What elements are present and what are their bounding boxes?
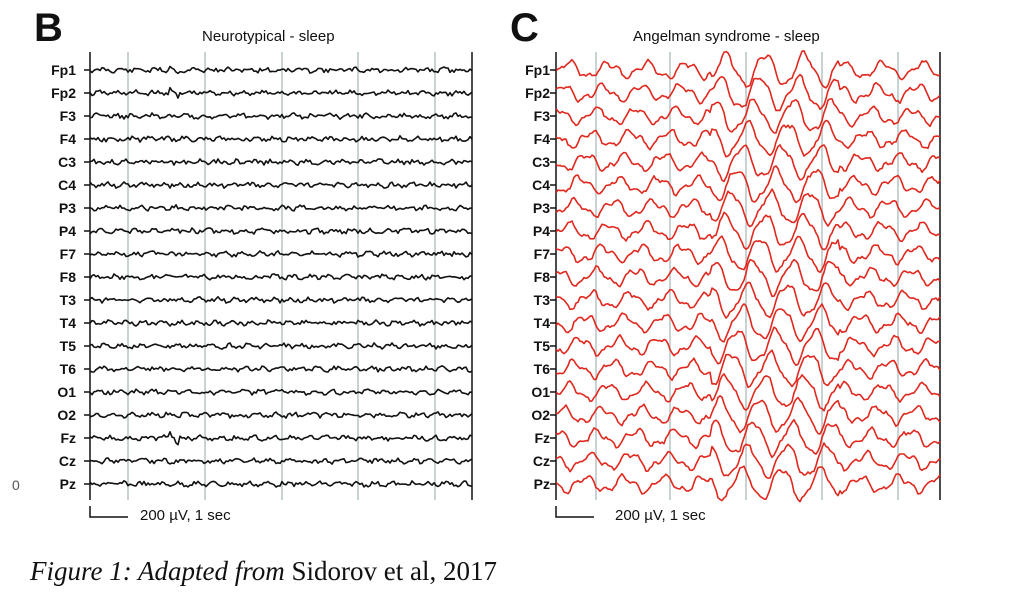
channel-label-c4: C4	[532, 177, 550, 193]
eeg-trace-fz	[555, 418, 941, 459]
channel-label-t5: T5	[59, 338, 76, 354]
eeg-trace-pz	[89, 479, 473, 488]
scale-bar-label: 200 µV, 1 sec	[140, 507, 231, 524]
channel-label-t3: T3	[59, 292, 76, 308]
channel-label-t4: T4	[533, 315, 550, 331]
eeg-trace-o1	[555, 373, 941, 412]
eeg-trace-c3	[89, 158, 473, 166]
eeg-trace-t4	[89, 319, 473, 327]
channel-label-f8: F8	[59, 269, 76, 285]
eeg-trace-t5	[89, 342, 473, 350]
channel-label-f3: F3	[59, 108, 76, 124]
eeg-trace-fp2	[89, 86, 473, 99]
eeg-trace-p3	[555, 188, 941, 228]
channel-label-t6: T6	[533, 361, 550, 377]
channel-label-fp1: Fp1	[525, 62, 550, 78]
channel-label-o2: O2	[531, 407, 550, 423]
channel-label-fz: Fz	[60, 430, 76, 446]
eeg-trace-fp1	[555, 50, 941, 89]
eeg-plot-angelman	[550, 50, 941, 518]
eeg-trace-f7	[89, 250, 473, 258]
channel-label-c4: C4	[58, 177, 76, 193]
channel-label-t4: T4	[59, 315, 76, 331]
eeg-trace-o1	[89, 388, 473, 396]
channel-label-pz: Pz	[59, 476, 76, 492]
eeg-trace-p4	[555, 211, 941, 251]
eeg-trace-f3	[89, 112, 472, 120]
channel-label-p4: P4	[58, 223, 76, 239]
channel-label-cz: Cz	[58, 453, 76, 469]
channel-label-p3: P3	[532, 200, 550, 216]
edge-fragment-text: 0	[12, 477, 20, 493]
eeg-trace-t3	[555, 281, 941, 319]
eeg-trace-fp2	[555, 73, 941, 112]
channel-label-f7: F7	[59, 246, 76, 262]
channel-label-t3: T3	[533, 292, 550, 308]
channel-label-o1: O1	[57, 384, 76, 400]
eeg-trace-f8	[555, 258, 941, 298]
channel-label-fp1: Fp1	[51, 62, 76, 78]
eeg-trace-c4	[89, 181, 473, 189]
eeg-trace-f3	[555, 98, 941, 134]
scale-bar-label: 200 µV, 1 sec	[615, 507, 706, 524]
eeg-trace-cz	[555, 442, 941, 480]
eeg-trace-f8	[89, 273, 473, 281]
caption-italic: Figure 1: Adapted from	[30, 556, 285, 586]
figure-caption: Figure 1: Adapted from Sidorov et al, 20…	[30, 556, 497, 587]
channel-label-f8: F8	[533, 269, 550, 285]
eeg-trace-fz	[89, 430, 473, 446]
channel-label-cz: Cz	[532, 453, 550, 469]
eeg-plot-neurotypical	[84, 52, 473, 518]
channel-label-pz: Pz	[533, 476, 550, 492]
eeg-trace-f7	[555, 235, 941, 274]
panel-title: Angelman syndrome - sleep	[633, 28, 820, 45]
panel-title: Neurotypical - sleep	[202, 28, 335, 45]
eeg-trace-t5	[555, 326, 941, 367]
channel-label-p3: P3	[58, 200, 76, 216]
eeg-trace-t3	[89, 295, 473, 304]
eeg-trace-p3	[89, 204, 473, 212]
eeg-trace-o2	[555, 395, 941, 435]
channel-label-fz: Fz	[534, 430, 550, 446]
channel-label-c3: C3	[58, 154, 76, 170]
eeg-trace-c4	[555, 165, 941, 204]
eeg-trace-pz	[555, 465, 941, 503]
channel-label-f4: F4	[533, 131, 550, 147]
channel-label-f4: F4	[59, 131, 76, 147]
eeg-trace-f4	[89, 135, 473, 143]
panel-c-angelman: C Angelman syndrome - sleep Fp1 Fp2 F3 F4 C3…	[500, 0, 1032, 540]
eeg-trace-f4	[555, 119, 941, 158]
scale-bar	[89, 506, 128, 518]
eeg-trace-p4	[89, 227, 473, 235]
panel-letter: B	[34, 6, 63, 50]
eeg-trace-t6	[89, 365, 473, 373]
eeg-trace-o2	[89, 411, 473, 419]
eeg-trace-cz	[90, 457, 473, 465]
eeg-trace-c3	[555, 144, 941, 183]
channel-label-t6: T6	[59, 361, 76, 377]
channel-label-c3: C3	[532, 154, 550, 170]
scale-bar	[555, 506, 594, 518]
channel-label-f7: F7	[533, 246, 550, 262]
channel-label-o2: O2	[57, 407, 76, 423]
channel-label-o1: O1	[531, 384, 550, 400]
eeg-trace-t4	[555, 303, 941, 343]
channel-label-p4: P4	[532, 223, 550, 239]
panel-b-neurotypical: B Neurotypical - sleep Fp1 Fp2 F3 F4 C3 C4 P3 P…	[0, 0, 500, 540]
channel-label-t5: T5	[533, 338, 550, 354]
eeg-trace-t6	[555, 349, 941, 389]
channel-label-fp2: Fp2	[51, 85, 76, 101]
panel-letter: C	[510, 6, 539, 50]
eeg-trace-fp1	[89, 65, 473, 75]
channel-label-f3: F3	[533, 108, 550, 124]
caption-citation: Sidorov et al, 2017	[291, 556, 497, 586]
channel-label-fp2: Fp2	[525, 85, 550, 101]
